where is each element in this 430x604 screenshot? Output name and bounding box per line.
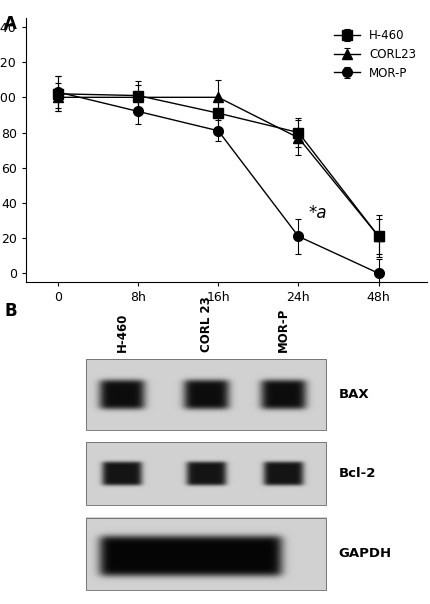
Bar — [86, 518, 326, 591]
Text: *a: *a — [307, 205, 326, 222]
Text: GAPDH: GAPDH — [338, 547, 391, 561]
Text: BAX: BAX — [338, 388, 368, 401]
Text: B: B — [4, 302, 17, 320]
Bar — [86, 442, 326, 505]
Text: MOR-P: MOR-P — [276, 307, 289, 352]
Text: A: A — [4, 15, 17, 33]
Text: CORL 23: CORL 23 — [199, 296, 212, 352]
Text: Bcl-2: Bcl-2 — [338, 467, 375, 480]
Legend: H-460, CORL23, MOR-P: H-460, CORL23, MOR-P — [328, 24, 420, 85]
Text: H-460: H-460 — [115, 312, 128, 352]
Bar — [86, 359, 326, 429]
